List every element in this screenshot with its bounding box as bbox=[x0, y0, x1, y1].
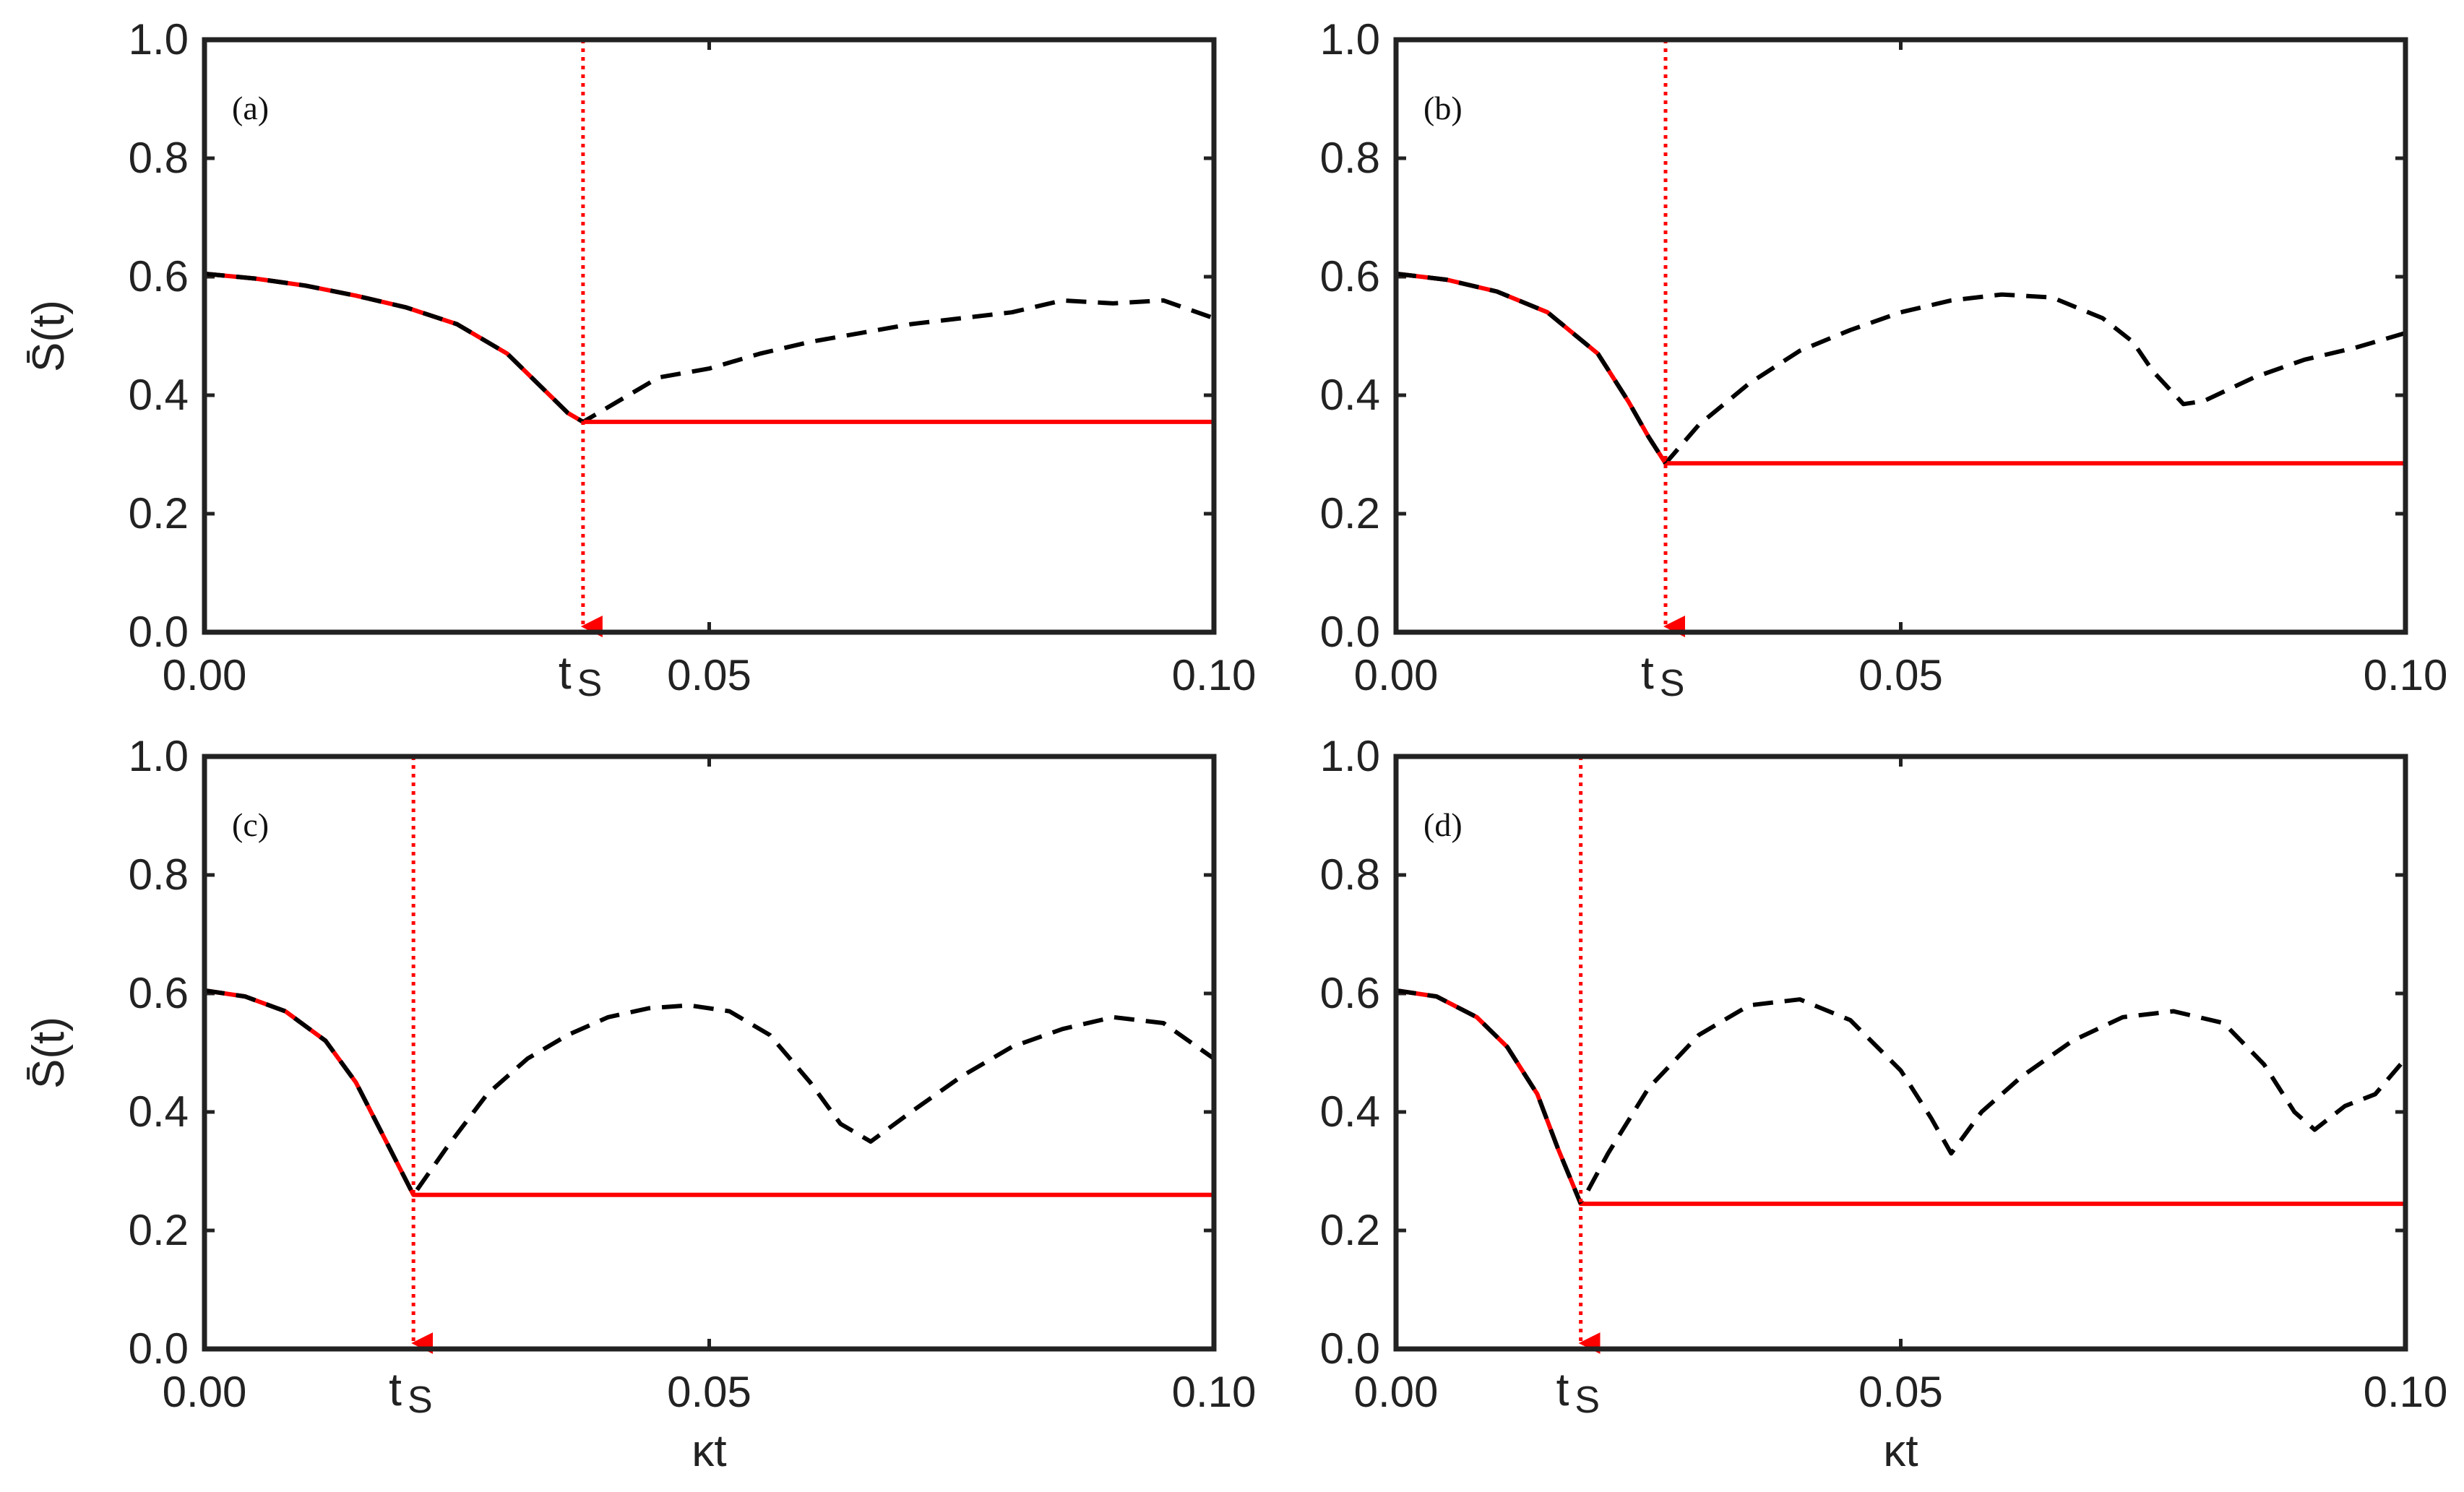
solid-series-line bbox=[1395, 988, 2405, 1207]
y-tick-label: 0.2 bbox=[1320, 489, 1380, 538]
y-tick-label: 0.0 bbox=[1320, 1324, 1380, 1373]
y-tick-label: 0.6 bbox=[1320, 252, 1380, 301]
solid-series-line bbox=[204, 271, 1214, 424]
plot-frame bbox=[202, 754, 1217, 1352]
solid-series-line bbox=[204, 988, 1214, 1197]
y-tick-label: 0.8 bbox=[1320, 134, 1380, 182]
dashed-series-overlay bbox=[204, 988, 415, 1196]
panel-3: 0.0 0.2 0.4 0.6 0.8 1.0 0.00 0.05 0.10 t S (c) S̄(t)… bbox=[24, 732, 1256, 1476]
ts-label-main: t bbox=[389, 1363, 402, 1415]
plot-frame bbox=[1393, 754, 2408, 1352]
solid-series-line bbox=[1395, 271, 2405, 466]
y-tick-label: 0.2 bbox=[129, 1206, 189, 1254]
ts-label-subscript: S bbox=[1575, 1379, 1600, 1421]
y-tick-label: 0.2 bbox=[1320, 1206, 1380, 1254]
x-tick-label: 0.00 bbox=[163, 651, 247, 699]
y-tick-label: 0.6 bbox=[129, 252, 189, 301]
x-tick-label: 0.00 bbox=[1354, 1368, 1439, 1416]
dashed-series-overlay bbox=[1395, 988, 1583, 1205]
y-tick-label: 0.8 bbox=[129, 850, 189, 899]
x-tick-label: 0.05 bbox=[1858, 651, 1943, 699]
plot-frame bbox=[202, 37, 1217, 635]
y-tick-label: 1.0 bbox=[1320, 732, 1380, 780]
y-tick-label: 0.4 bbox=[129, 1087, 189, 1136]
y-tick-label: 1.0 bbox=[129, 15, 189, 64]
y-tick-label: 1.0 bbox=[129, 732, 189, 780]
x-tick-label: 0.10 bbox=[2364, 651, 2448, 699]
panel-label: (d) bbox=[1423, 806, 1463, 843]
x-tick-label: 0.05 bbox=[667, 651, 751, 699]
ts-label-subscript: S bbox=[1660, 663, 1685, 704]
y-tick-label: 0.6 bbox=[129, 969, 189, 1017]
x-tick-label: 0.00 bbox=[163, 1368, 247, 1416]
ts-label-subscript: S bbox=[577, 663, 603, 704]
y-tick-label: 0.4 bbox=[129, 371, 189, 419]
dashed-series-line bbox=[1395, 271, 2406, 466]
x-tick-label: 0.05 bbox=[667, 1368, 751, 1416]
y-tick-label: 0.4 bbox=[1320, 1087, 1380, 1136]
panel-label: (a) bbox=[232, 90, 269, 126]
panel-1: 0.0 0.2 0.4 0.6 0.8 1.0 0.00 0.05 0.10 t S (a) S̄(t) bbox=[24, 15, 1256, 704]
x-tick-label: 0.10 bbox=[2364, 1368, 2448, 1416]
y-tick-label: 0.0 bbox=[129, 608, 189, 656]
x-tick-label: 0.05 bbox=[1858, 1368, 1943, 1416]
ts-label-subscript: S bbox=[408, 1379, 433, 1421]
x-tick-label: 0.00 bbox=[1354, 651, 1439, 699]
ts-label-main: t bbox=[1556, 1363, 1569, 1415]
panel-label: (c) bbox=[232, 806, 269, 843]
y-tick-label: 0.0 bbox=[1320, 608, 1380, 656]
y-axis-label: S̄(t) bbox=[24, 1017, 74, 1089]
x-tick-label: 0.10 bbox=[1172, 651, 1257, 699]
dashed-series-line bbox=[1395, 988, 2408, 1207]
y-tick-label: 1.0 bbox=[1320, 15, 1380, 64]
y-tick-label: 0.8 bbox=[1320, 850, 1380, 899]
dashed-series-overlay bbox=[1395, 271, 1668, 465]
plot-frame bbox=[1393, 37, 2408, 635]
panel-4: 0.0 0.2 0.4 0.6 0.8 1.0 0.00 0.05 0.10 t S (d) κt bbox=[1320, 732, 2448, 1476]
panel-2: 0.0 0.2 0.4 0.6 0.8 1.0 0.00 0.05 0.10 t S (b) bbox=[1320, 15, 2448, 704]
y-tick-label: 0.2 bbox=[129, 489, 189, 538]
y-tick-label: 0.8 bbox=[129, 134, 189, 182]
y-tick-label: 0.4 bbox=[1320, 371, 1380, 419]
dashed-series-line bbox=[204, 988, 1215, 1197]
x-axis-label: κt bbox=[1883, 1426, 1918, 1476]
ts-label-main: t bbox=[1641, 647, 1654, 699]
y-axis-label: S̄(t) bbox=[24, 300, 74, 372]
panel-label: (b) bbox=[1423, 90, 1463, 126]
x-tick-label: 0.10 bbox=[1172, 1368, 1257, 1416]
y-tick-label: 0.0 bbox=[129, 1324, 189, 1373]
y-tick-label: 0.6 bbox=[1320, 969, 1380, 1017]
dashed-series-overlay bbox=[204, 271, 585, 424]
ts-label-main: t bbox=[559, 647, 572, 699]
x-axis-label: κt bbox=[692, 1426, 726, 1476]
